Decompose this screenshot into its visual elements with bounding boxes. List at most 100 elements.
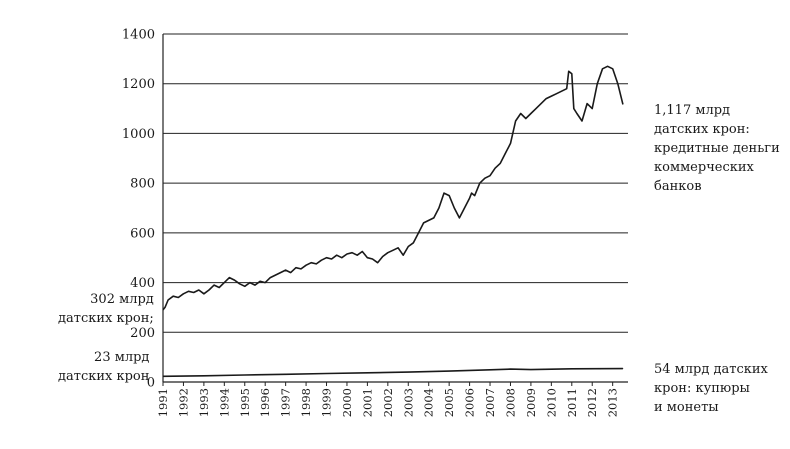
- data-point-commercial: [269, 277, 271, 278]
- series-lines: [162, 65, 624, 378]
- data-point-commercial: [576, 113, 578, 114]
- data-point-commercial: [167, 299, 169, 301]
- data-point-commercial: [397, 247, 399, 249]
- data-point-commercial: [377, 262, 379, 264]
- data-point-commercial: [453, 207, 455, 209]
- gridlines: [163, 33, 628, 333]
- data-point-commercial: [346, 253, 348, 255]
- series-line-commercial: [162, 65, 624, 311]
- data-point-commercial: [229, 277, 230, 278]
- data-point-commercial: [545, 98, 547, 100]
- data-point-commercial: [464, 207, 465, 209]
- x-tick-label: 2005: [442, 388, 456, 417]
- cash-start-annotation: 23 млрд датских крон: [58, 350, 150, 384]
- data-point-commercial: [443, 192, 445, 194]
- data-point-cash: [326, 373, 327, 374]
- data-point-commercial: [494, 167, 496, 169]
- data-point-commercial: [295, 267, 297, 269]
- commercial-end-annotation: 1,117 млрд датских крон: кредитные деньг…: [654, 103, 780, 194]
- x-tick-label: 2010: [544, 388, 558, 417]
- data-point-commercial: [573, 108, 575, 109]
- data-point-commercial: [275, 274, 276, 276]
- data-point-commercial: [504, 152, 506, 154]
- data-point-commercial: [188, 290, 189, 292]
- commercial-start-annotation: 302 млрд датских крон;: [58, 292, 154, 326]
- data-point-commercial: [607, 65, 608, 67]
- data-point-commercial: [239, 283, 241, 285]
- x-tick-label: 2013: [606, 388, 620, 417]
- data-point-cash: [448, 370, 450, 372]
- data-point-commercial: [218, 287, 220, 288]
- data-point-commercial: [366, 257, 368, 259]
- data-point-cash: [366, 372, 368, 374]
- data-point-cash: [622, 368, 624, 369]
- data-point-commercial: [407, 246, 409, 247]
- axes: [162, 34, 628, 383]
- data-point-commercial: [300, 268, 302, 270]
- data-point-commercial: [617, 83, 619, 85]
- data-point-commercial: [382, 256, 384, 257]
- x-tick-label: 2007: [483, 388, 497, 417]
- y-axis-ticks: 0 200 400 600 800 1000 1200 1400: [122, 28, 155, 391]
- data-point-commercial: [208, 289, 210, 291]
- x-tick-label: 1999: [320, 388, 334, 417]
- data-point-commercial: [571, 73, 573, 75]
- data-point-commercial: [244, 285, 246, 287]
- x-tick-label: 1994: [217, 388, 231, 417]
- data-point-cash: [489, 369, 491, 371]
- series-line-cash: [162, 367, 623, 378]
- y-tick-label: 1400: [122, 28, 155, 43]
- data-point-commercial: [356, 254, 358, 256]
- data-point-commercial: [423, 222, 425, 224]
- data-point-commercial: [351, 252, 353, 254]
- data-point-commercial: [458, 217, 460, 219]
- data-point-commercial: [612, 68, 614, 70]
- data-point-commercial: [515, 120, 516, 122]
- data-point-commercial: [520, 113, 522, 114]
- y-tick-label: 600: [130, 226, 155, 241]
- data-point-commercial: [484, 177, 486, 179]
- data-point-commercial: [550, 95, 552, 97]
- data-point-commercial: [438, 207, 440, 209]
- data-point-commercial: [525, 118, 527, 119]
- data-point-commercial: [602, 68, 603, 70]
- data-point-commercial: [259, 280, 261, 282]
- data-point-commercial: [305, 264, 307, 266]
- data-point-commercial: [203, 293, 205, 295]
- data-point-commercial: [172, 295, 174, 297]
- data-point-cash: [162, 375, 164, 377]
- data-point-commercial: [428, 220, 430, 221]
- data-point-commercial: [392, 249, 394, 251]
- cash-end-annotation: 54 млрд датских крон: купюры и монеты: [654, 362, 768, 415]
- x-tick-label: 1991: [156, 388, 170, 417]
- data-point-commercial: [264, 282, 266, 283]
- x-tick-label: 2008: [503, 388, 517, 417]
- data-point-commercial: [540, 103, 542, 104]
- data-point-commercial: [412, 242, 414, 244]
- data-point-cash: [571, 368, 573, 370]
- y-tick-label: 1200: [122, 77, 155, 92]
- x-tick-label: 1996: [258, 388, 272, 417]
- data-point-commercial: [331, 258, 333, 260]
- x-axis-ticks: 1991 1992 1993 1994 1995 1996 1997 1998 1999 2000…: [156, 382, 620, 417]
- x-tick-label: 1997: [279, 388, 293, 417]
- data-point-commercial: [510, 142, 511, 144]
- x-tick-label: 1992: [176, 388, 190, 417]
- data-point-commercial: [336, 254, 338, 256]
- data-point-commercial: [566, 88, 568, 90]
- x-tick-label: 2004: [422, 388, 436, 417]
- data-point-commercial: [249, 282, 251, 283]
- data-point-commercial: [193, 292, 195, 293]
- y-tick-label: 0: [147, 376, 155, 391]
- data-point-commercial: [198, 289, 200, 291]
- data-point-commercial: [290, 272, 292, 274]
- data-point-commercial: [402, 254, 404, 256]
- data-point-commercial: [474, 195, 476, 196]
- data-point-commercial: [285, 269, 287, 271]
- data-point-commercial: [596, 83, 598, 85]
- data-point-commercial: [469, 197, 470, 199]
- x-tick-label: 1995: [238, 388, 252, 417]
- x-tick-label: 2012: [585, 388, 599, 417]
- data-point-cash: [530, 369, 532, 370]
- data-point-commercial: [310, 262, 312, 264]
